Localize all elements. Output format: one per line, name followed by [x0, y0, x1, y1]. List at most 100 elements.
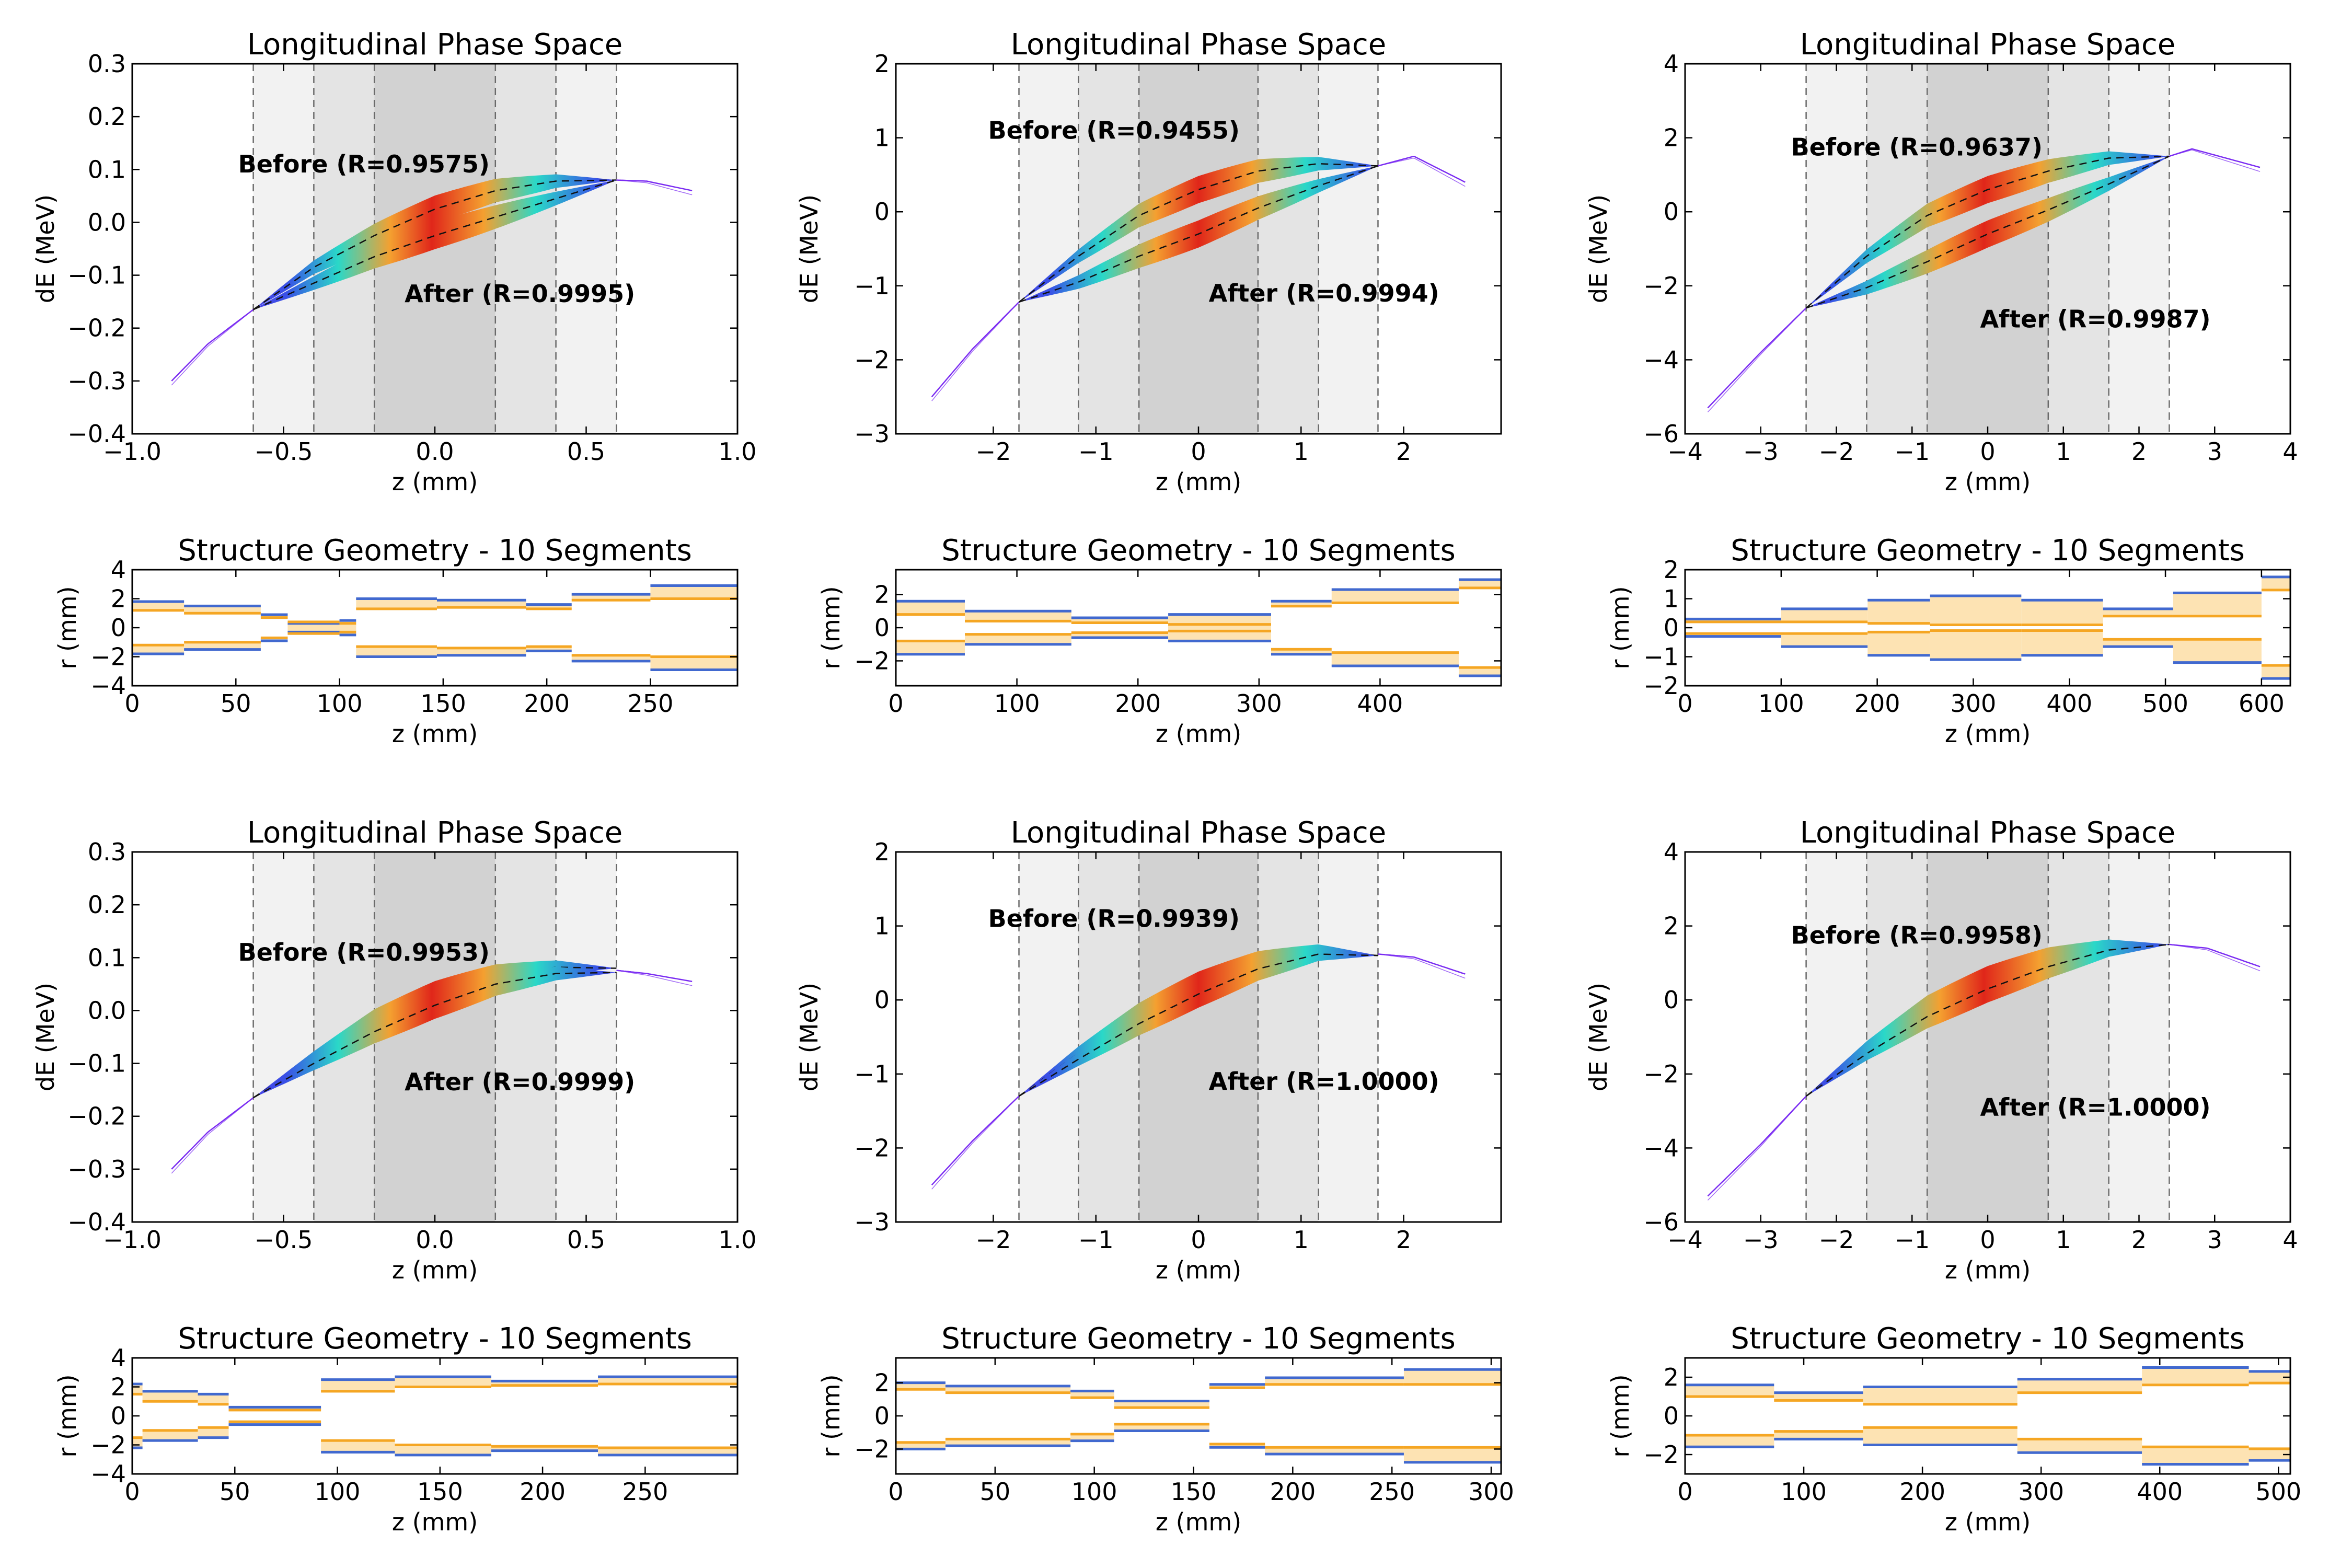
gap-fill-top [2261, 577, 2290, 590]
chart-title: Structure Geometry - 10 Segments [178, 1322, 692, 1356]
x-axis-label: z (mm) [1945, 468, 2031, 496]
y-tick-label: 0 [874, 1402, 890, 1430]
y-tick-label: −2 [1643, 272, 1679, 300]
gap-fill-top [1781, 608, 1868, 622]
x-tick-label: 50 [221, 689, 251, 718]
gap-fill-bottom [1930, 630, 2022, 660]
x-axis-label: z (mm) [1156, 1256, 1241, 1284]
beam-tail-left [931, 302, 1020, 398]
beam-tail-right-2 [616, 179, 693, 195]
y-axis-label: dE (MeV) [31, 194, 60, 303]
x-axis-label: z (mm) [1156, 1508, 1241, 1536]
gap-fill-top [2142, 1367, 2249, 1385]
x-tick-label: −4 [1667, 1226, 1703, 1254]
gap-fill-bottom [1781, 633, 1868, 647]
x-tick-label: 100 [1781, 1478, 1827, 1506]
segments [1685, 575, 2290, 680]
gap-fill-top [1331, 590, 1459, 603]
beam-tail-left-2 [1707, 1096, 1807, 1201]
y-tick-label: −2 [90, 643, 126, 671]
x-tick-label: 300 [1951, 689, 1997, 718]
y-tick-label: 0.3 [88, 838, 126, 866]
beam-tail-right [616, 179, 693, 191]
beam-tail-right [2169, 943, 2261, 967]
x-tick-label: 100 [1758, 689, 1804, 718]
x-tick-label: 0.0 [416, 1226, 454, 1254]
y-axis-label: r (mm) [817, 586, 845, 669]
gap-fill-bottom [2103, 639, 2173, 647]
y-tick-label: 0 [1664, 1402, 1679, 1430]
x-tick-label: 4 [2282, 1226, 2298, 1254]
y-tick-label: −0.1 [67, 1050, 126, 1078]
gap-fill-top [896, 1382, 946, 1390]
y-tick-label: −1 [854, 1060, 890, 1088]
x-tick-label: 1 [1294, 437, 1309, 466]
gap-fill-bottom [1867, 632, 1930, 655]
gap-fill-top [526, 604, 572, 609]
after-label: After (R=1.0000) [1980, 1093, 2211, 1122]
phase-space-panel-6: Before (R=0.9958) After (R=1.0000) −4 −3 −2 −… [1584, 816, 2298, 1284]
y-axis-label: dE (MeV) [1584, 983, 1612, 1091]
slice-zone [253, 64, 314, 434]
beam-tail-right-2 [1378, 953, 1466, 979]
gap-fill-bottom [1071, 632, 1169, 638]
gap-fill-bottom [1403, 1447, 1501, 1462]
axes-frame [1684, 851, 2291, 1223]
gap-fill-bottom [1265, 1447, 1404, 1454]
segments [1685, 1366, 2290, 1466]
before-centroid-line [252, 179, 617, 310]
after-label: After (R=0.9987) [1980, 305, 2211, 333]
x-tick-label: 0.5 [567, 1226, 605, 1254]
x-tick-label: −1 [1894, 437, 1930, 466]
y-tick-label: 0 [1664, 986, 1679, 1014]
y-tick-label: 2 [874, 1369, 890, 1397]
after-centroid-line [1805, 943, 2170, 1097]
gap-fill-bottom [321, 1440, 395, 1452]
gap-fill-top [965, 611, 1071, 621]
x-tick-label: −2 [976, 1226, 1011, 1254]
after-centroid-line [1018, 953, 1378, 1097]
phase-space-panel-5: Before (R=0.9939) After (R=1.0000) −2 −1 0 1 2… [795, 816, 1502, 1284]
chart-title: Longitudinal Phase Space [1800, 816, 2175, 850]
beam-traces [931, 156, 1466, 401]
gap-fill-top [1685, 1385, 1774, 1397]
phase-ticks: −2 −1 0 1 2 −3 −2 −1 0 1 2 [854, 50, 1501, 466]
chart-title: Structure Geometry - 10 Segments [941, 534, 1456, 568]
slice-zones [1805, 64, 2170, 434]
gap-fill-top [2021, 600, 2103, 625]
gap-fill-bottom [132, 645, 185, 654]
x-axis-label: z (mm) [1156, 720, 1241, 748]
gap-fill-bottom [1114, 1424, 1209, 1431]
y-tick-label: −0.4 [67, 420, 126, 448]
y-tick-label: 4 [1664, 838, 1679, 866]
y-tick-label: −2 [1643, 672, 1679, 700]
slice-zone [556, 852, 617, 1222]
x-axis-label: z (mm) [1945, 1256, 2031, 1284]
gap-fill-bottom [598, 1448, 737, 1455]
y-tick-label: −1 [854, 272, 890, 300]
y-tick-label: 1 [1664, 585, 1679, 613]
y-tick-label: −4 [1643, 345, 1679, 374]
x-tick-label: 250 [628, 689, 674, 718]
x-axis-label: z (mm) [1156, 468, 1241, 496]
segments [896, 1368, 1501, 1464]
x-tick-label: −2 [1819, 1226, 1854, 1254]
x-tick-label: 500 [2142, 689, 2188, 718]
x-tick-label: −3 [1743, 1226, 1779, 1254]
y-tick-label: −2 [90, 1431, 126, 1459]
after-label: After (R=1.0000) [1209, 1067, 1439, 1096]
gap-fill-bottom [1685, 633, 1781, 637]
gap-fill-top [1114, 1401, 1209, 1408]
x-axis-label: z (mm) [1945, 1508, 2031, 1536]
x-tick-label: 0 [1980, 437, 1995, 466]
gap-fill-top [395, 1377, 491, 1387]
before-label: Before (R=0.9953) [238, 938, 490, 966]
gap-fill-top [2017, 1379, 2142, 1393]
y-tick-label: 2 [1664, 1363, 1679, 1391]
beam-tail-left [171, 1097, 254, 1170]
gap-fill-top [1685, 619, 1781, 622]
gap-fill-top [2173, 593, 2262, 616]
gap-fill-bottom [1685, 1435, 1774, 1447]
x-tick-label: 250 [622, 1478, 668, 1506]
